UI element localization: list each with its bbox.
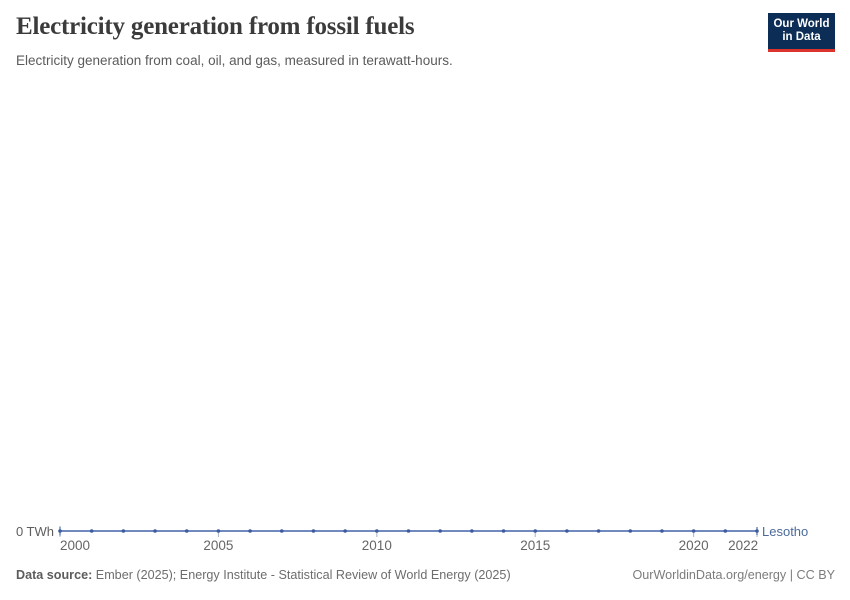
owid-logo-line2: in Data (782, 31, 821, 43)
data-source-note: Data source: Ember (2025); Energy Instit… (16, 568, 511, 582)
x-tick-label: 2022 (728, 538, 759, 553)
owid-logo[interactable]: Our World in Data (768, 13, 835, 52)
data-source-text: Ember (2025); Energy Institute - Statist… (92, 568, 511, 582)
owid-logo-line1: Our World (773, 18, 830, 30)
x-tick-label: 2010 (361, 538, 392, 553)
owid-link[interactable]: OurWorldinData.org/energy | CC BY (632, 568, 835, 582)
chart-subtitle: Electricity generation from coal, oil, a… (16, 53, 453, 68)
x-axis: 2000 2005 2010 2015 2020 2022 (0, 538, 850, 554)
x-tick-label: 2005 (203, 538, 234, 553)
chart-footer: Data source: Ember (2025); Energy Instit… (16, 568, 835, 582)
chart-title: Electricity generation from fossil fuels (16, 13, 415, 40)
line-chart-plot[interactable] (0, 0, 850, 560)
x-tick-label: 2000 (60, 538, 91, 553)
entity-label-lesotho: Lesotho (762, 524, 809, 539)
data-source-label: Data source: (16, 568, 93, 582)
x-tick-label: 2015 (520, 538, 551, 553)
x-tick-label: 2020 (678, 538, 709, 553)
y-axis-zero-label: 0 TWh (15, 524, 54, 539)
